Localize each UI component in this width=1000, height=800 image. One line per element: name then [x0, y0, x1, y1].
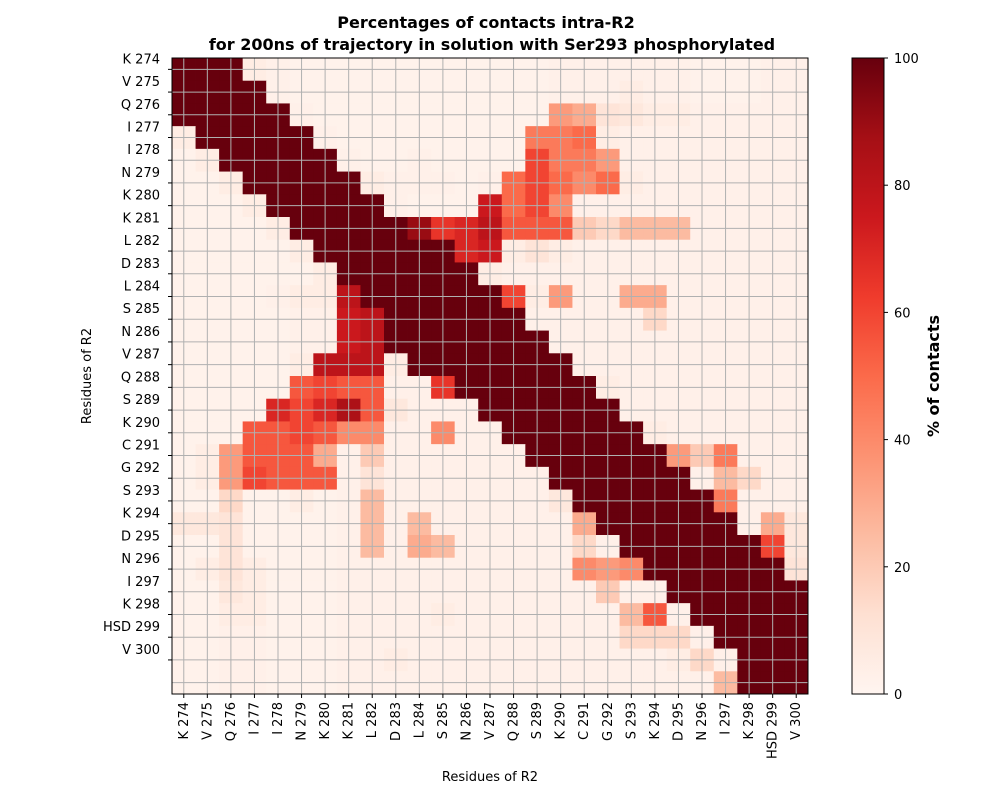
x-tick-label: I 297: [719, 702, 734, 735]
x-tick-label: K 280: [318, 702, 333, 739]
x-tick-label: HSD 299: [766, 702, 781, 759]
x-tick-label: K 298: [742, 702, 757, 739]
x-tick-label: C 291: [577, 702, 592, 740]
y-tick-label: L 284: [124, 280, 160, 295]
chart-title-line2: for 200ns of trajectory in solution with…: [209, 35, 775, 54]
x-tick-label: N 279: [295, 702, 310, 741]
x-tick-label: L 282: [365, 702, 380, 738]
x-tick-label: G 292: [601, 702, 616, 741]
x-tick-label: D 283: [389, 702, 404, 741]
y-tick-label: K 274: [123, 52, 160, 67]
x-tick-label: S 285: [436, 702, 451, 739]
colorbar-tick-label: 0: [894, 688, 902, 703]
x-tick-label: V 300: [789, 702, 804, 740]
y-tick-label: N 279: [121, 166, 160, 181]
y-tick-label: Q 288: [121, 370, 160, 385]
x-tick-label: S 289: [530, 702, 545, 739]
y-tick-label: S 285: [123, 302, 160, 317]
y-tick-label: C 291: [122, 439, 160, 454]
x-axis-ticks: K 274 V 275 Q 276 I 277 I 278 N 279 K 280 K 281…: [177, 694, 804, 759]
colorbar-tick-label: 60: [894, 306, 911, 321]
y-tick-label: I 277: [127, 121, 160, 136]
x-axis-label: Residues of R2: [442, 770, 538, 785]
colorbar: [851, 57, 885, 695]
x-tick-label: N 286: [459, 702, 474, 741]
y-tick-label: K 281: [123, 211, 160, 226]
y-tick-label: K 290: [123, 416, 160, 431]
y-tick-label: V 287: [122, 348, 160, 363]
y-axis-ticks: K 274 V 275 Q 276 I 277 I 278 N 279 K 280 K 281…: [103, 52, 172, 661]
heatmap-grid: [172, 58, 808, 694]
y-axis-label: Residues of R2: [80, 328, 95, 424]
colorbar-ticks: 0 20 40 60 80 100: [884, 52, 919, 703]
y-tick-label: G 292: [121, 461, 160, 476]
x-tick-label: K 290: [554, 702, 569, 739]
y-tick-label: V 300: [122, 643, 160, 658]
x-tick-label: S 293: [624, 702, 639, 739]
y-tick-label: V 275: [122, 75, 160, 90]
x-tick-label: D 295: [671, 702, 686, 741]
x-tick-label: N 296: [695, 702, 710, 741]
y-tick-label: K 294: [123, 507, 160, 522]
colorbar-tick-label: 80: [894, 179, 911, 194]
x-tick-label: K 274: [177, 702, 192, 739]
x-tick-label: L 284: [412, 702, 427, 738]
x-tick-label: I 278: [271, 702, 286, 735]
colorbar-tick-label: 40: [894, 434, 911, 449]
y-tick-label: D 283: [121, 257, 160, 272]
chart-title-line1: Percentages of contacts intra-R2: [337, 13, 634, 32]
y-tick-label: L 282: [124, 234, 160, 249]
colorbar-tick-label: 20: [894, 561, 911, 576]
y-tick-label: Q 276: [121, 98, 160, 113]
x-tick-label: V 275: [200, 702, 215, 740]
x-tick-label: I 277: [247, 702, 262, 735]
y-tick-label: I 297: [127, 575, 160, 590]
x-tick-label: Q 288: [507, 702, 522, 741]
y-tick-label: D 295: [121, 529, 160, 544]
x-tick-label: K 294: [648, 702, 663, 739]
x-tick-label: K 281: [342, 702, 357, 739]
y-tick-label: I 278: [127, 143, 160, 158]
x-tick-label: V 287: [483, 702, 498, 740]
colorbar-label: % of contacts: [924, 315, 943, 437]
y-tick-label: S 289: [123, 393, 160, 408]
y-tick-label: S 293: [123, 484, 160, 499]
y-tick-label: N 286: [121, 325, 160, 340]
y-tick-label: K 280: [123, 189, 160, 204]
y-tick-label: K 298: [123, 598, 160, 613]
y-tick-label: N 296: [121, 552, 160, 567]
y-tick-label: HSD 299: [103, 620, 160, 635]
colorbar-tick-label: 100: [894, 52, 919, 67]
x-tick-label: Q 276: [224, 702, 239, 741]
